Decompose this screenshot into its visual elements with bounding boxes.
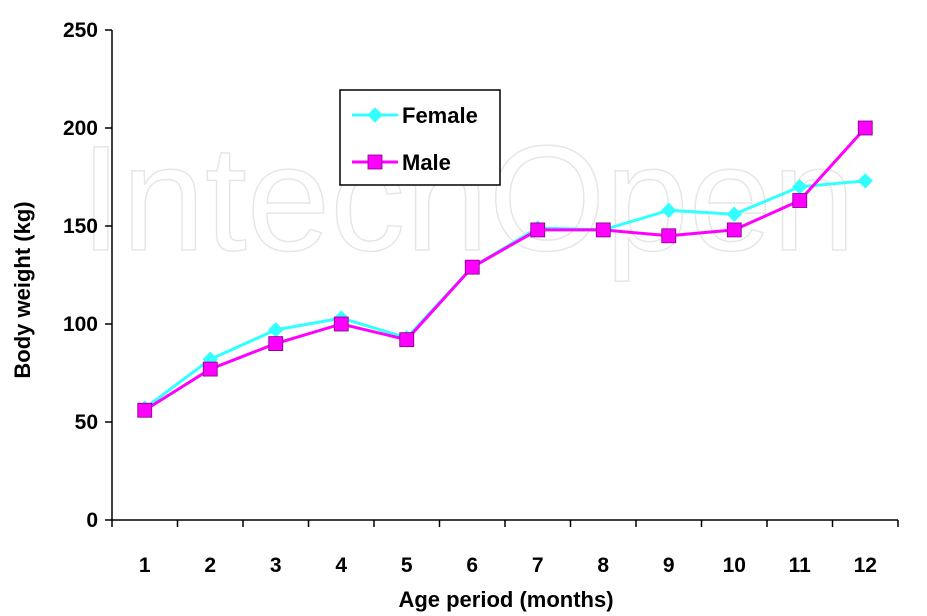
y-tick-label: 150 (63, 215, 98, 238)
y-tick-label: 50 (75, 411, 98, 434)
male-point (857, 120, 873, 136)
x-tick-label: 11 (789, 554, 812, 577)
male-point (530, 222, 546, 238)
male-point (595, 222, 611, 238)
legend-box (339, 89, 501, 186)
legend: Female Male (339, 89, 501, 186)
y-tick-label: 200 (63, 117, 98, 140)
male-point (202, 361, 218, 377)
legend-label-male: Male (402, 150, 451, 175)
x-axis-title: Age period (months) (398, 587, 613, 612)
male-point (792, 193, 808, 208)
x-tick-label: 9 (663, 554, 675, 577)
series-layer (137, 120, 873, 418)
x-tick-label: 10 (723, 554, 746, 577)
x-tick-label: 8 (597, 554, 609, 577)
male-point (268, 336, 284, 352)
male-point (661, 228, 677, 244)
male-point (464, 259, 480, 275)
x-tick-label: 4 (335, 554, 347, 577)
male-point (726, 222, 742, 238)
x-tick-label: 6 (466, 554, 478, 577)
male-point (333, 316, 349, 332)
y-axis-title: Body weight (kg) (10, 201, 35, 378)
x-tick-label: 12 (854, 554, 877, 577)
series-male (137, 120, 873, 418)
legend-label-female: Female (402, 103, 478, 128)
series-line-male (143, 126, 867, 412)
male-point (137, 402, 153, 418)
y-tick-label: 100 (63, 313, 98, 336)
x-tick-label: 5 (401, 554, 413, 577)
legend-marker-male (367, 154, 383, 170)
female-point (857, 173, 873, 189)
male-point (399, 332, 415, 348)
x-tick-label: 3 (270, 554, 282, 577)
x-tick-label: 1 (139, 554, 151, 577)
female-point (268, 322, 284, 338)
legend-marker-female (367, 107, 383, 123)
y-tick-label: 250 (63, 19, 98, 42)
x-tick-label: 7 (532, 554, 544, 577)
female-point (726, 206, 742, 222)
x-tick-label: 2 (204, 554, 216, 577)
female-point (661, 202, 677, 219)
y-tick-label: 0 (86, 509, 98, 532)
